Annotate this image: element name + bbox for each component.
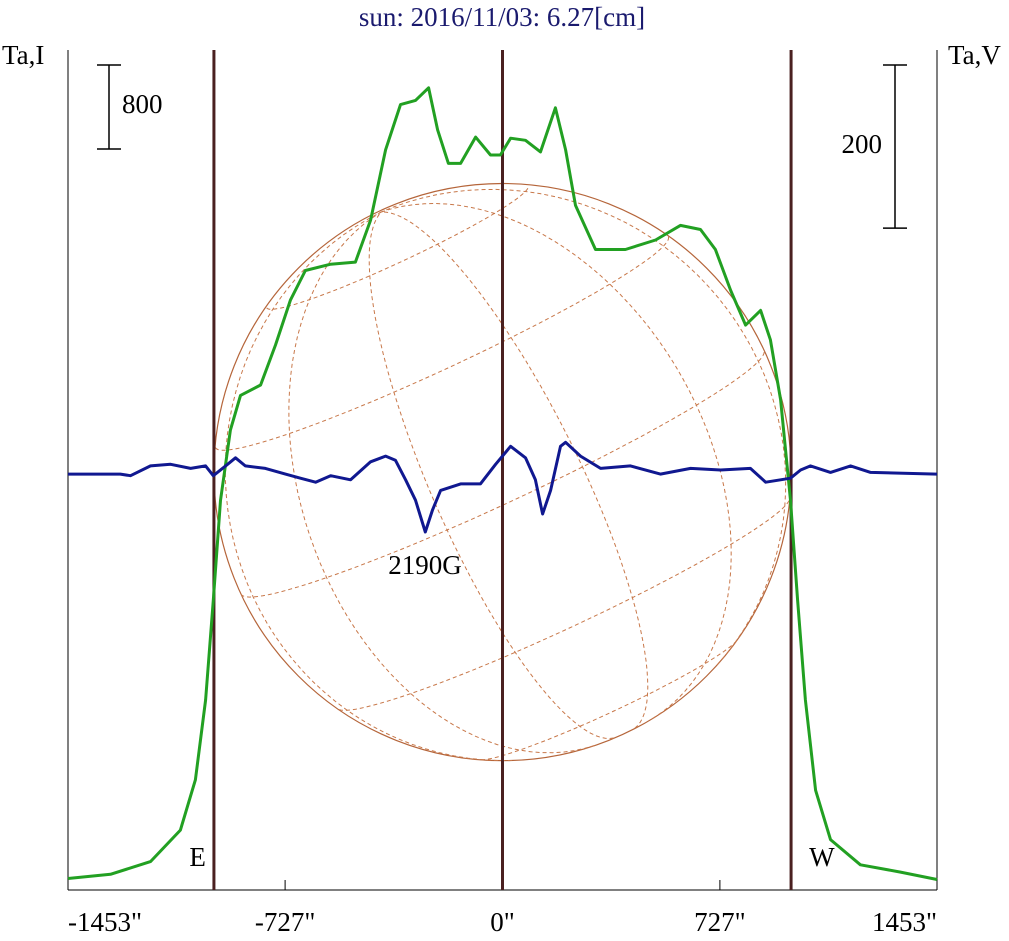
series-line xyxy=(67,86,938,881)
disk-meridian xyxy=(381,211,649,729)
x-tick-label: -1453" xyxy=(68,907,142,937)
disk-parallel xyxy=(215,236,670,451)
disk-meridian xyxy=(224,211,512,761)
disk-meridian xyxy=(381,202,732,719)
disk-meridian xyxy=(381,188,787,666)
disk-parallel xyxy=(481,640,738,761)
scale-label: 800 xyxy=(122,89,163,119)
disk-meridian xyxy=(368,211,614,740)
scale-label: 200 xyxy=(842,129,883,159)
x-tick-label: 1453" xyxy=(872,907,937,937)
disk-meridian xyxy=(288,211,595,754)
limb-label-east: E xyxy=(189,842,206,872)
y-axis-label: Ta,I xyxy=(2,40,44,70)
x-tick-label: 727" xyxy=(694,907,746,937)
x-tick-label: 0" xyxy=(490,907,515,937)
y2-axis-label: Ta,V xyxy=(948,40,1001,70)
disk-parallel xyxy=(240,350,765,598)
chart-title: sun: 2016/11/03: 6.27[cm] xyxy=(359,2,645,32)
annotation: 2190G xyxy=(388,550,462,580)
disk-parallel xyxy=(338,499,791,711)
series-line xyxy=(68,440,938,534)
limb-label-west: W xyxy=(809,842,835,872)
x-tick-label: -727" xyxy=(255,907,316,937)
disk-parallel xyxy=(266,185,529,310)
